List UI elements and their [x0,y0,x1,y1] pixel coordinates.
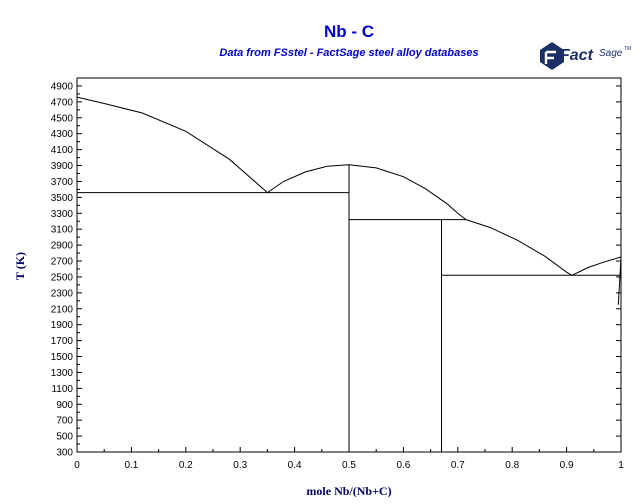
factsage-logo: Fact Sage TM [540,42,632,70]
y-axis-ticks: 300 500 700 900 1100 1300 1500 1700 1900 2100 2300… [51,81,621,459]
y-tick-label: 4300 [51,129,74,140]
y-tick-label: 300 [56,448,73,459]
x-axis-label: mole Nb/(Nb+C) [306,484,391,498]
x-tick-label: 0.6 [396,460,410,471]
x-tick-label: 0.1 [124,460,138,471]
x-tick-label: 0.7 [451,460,465,471]
y-tick-label: 3300 [51,209,74,220]
phase-boundary-3 [571,256,622,276]
chart-title: Nb - C [324,22,374,41]
x-tick-label: 0.3 [233,460,247,471]
x-tick-label: 0 [74,460,80,471]
x-tick-label: 0.8 [505,460,519,471]
x-tick-label: 0.2 [179,460,193,471]
y-tick-label: 900 [56,400,73,411]
y-tick-label: 2900 [51,241,74,252]
y-tick-label: 4900 [51,81,74,92]
phase-boundary-2 [465,219,573,276]
y-tick-label: 2700 [51,257,74,268]
y-axis-label: T (K) [13,252,27,280]
x-tick-label: 0.5 [342,460,356,471]
y-tick-label: 2300 [51,288,74,299]
y-tick-label: 1300 [51,368,74,379]
y-tick-label: 4100 [51,145,74,156]
y-tick-label: 4500 [51,113,74,124]
chart-subtitle: Data from FSstel - FactSage steel alloy … [219,47,478,59]
y-tick-label: 1900 [51,320,74,331]
logo-main-text: Fact [560,47,594,64]
factsage-logo-icon [540,42,564,70]
y-tick-label: 3700 [51,177,74,188]
y-tick-label: 3500 [51,193,74,204]
phase-boundary-1 [267,164,467,220]
phase-boundary-0 [76,96,268,193]
x-tick-label: 0.4 [288,460,302,471]
y-tick-label: 1500 [51,352,74,363]
logo-sub-text: Sage [599,48,623,59]
x-tick-label: 0.9 [560,460,574,471]
y-tick-label: 1100 [51,384,73,395]
y-tick-label: 4700 [51,97,74,108]
logo-trademark: TM [624,46,632,52]
y-tick-label: 1700 [51,336,74,347]
y-tick-label: 3900 [51,161,74,172]
y-tick-label: 2500 [51,272,74,283]
x-axis-ticks: 0 0.1 0.2 0.3 0.4 0.5 0.6 0.7 0.8 0.9 1 [74,447,624,471]
y-tick-label: 3100 [51,225,74,236]
x-tick-label: 1 [618,460,624,471]
y-tick-label: 2100 [51,304,74,315]
y-tick-label: 500 [56,432,73,443]
y-tick-label: 700 [56,416,73,427]
